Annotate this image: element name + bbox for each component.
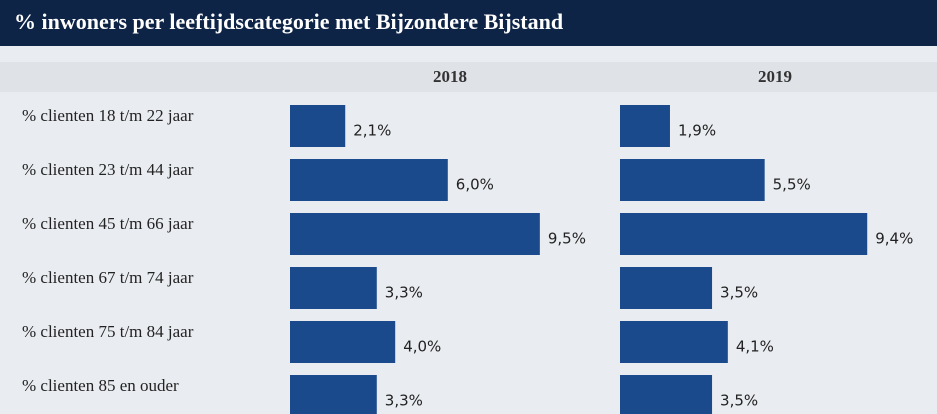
value-label: 9,4% [875,230,913,248]
value-label: 3,5% [720,284,758,302]
series-header: 2018 [433,67,467,86]
bar [290,159,448,201]
bar [620,159,765,201]
title-bar [0,0,937,46]
bar [290,321,396,363]
bar [620,267,713,309]
bar [290,213,540,255]
category-label: % clienten 18 t/m 22 jaar [22,106,194,125]
series-header: 2019 [758,67,792,86]
value-label: 6,0% [456,176,494,194]
bar [290,105,346,147]
bar [620,375,713,414]
value-label: 2,1% [353,122,391,140]
header-row [0,62,937,92]
category-label: % clienten 45 t/m 66 jaar [22,214,194,233]
chart-title: % inwoners per leeftijdscategorie met Bi… [14,9,563,34]
bar [620,105,670,147]
value-label: 4,0% [403,338,441,356]
value-label: 3,3% [385,284,423,302]
value-label: 5,5% [773,176,811,194]
value-label: 3,5% [720,392,758,410]
value-label: 4,1% [736,338,774,356]
bar [290,267,377,309]
category-label: % clienten 67 t/m 74 jaar [22,268,194,287]
bar [290,375,377,414]
category-label: % clienten 23 t/m 44 jaar [22,160,194,179]
value-label: 9,5% [548,230,586,248]
value-label: 1,9% [678,122,716,140]
category-label: % clienten 75 t/m 84 jaar [22,322,194,341]
category-label: % clienten 85 en ouder [22,376,179,395]
value-label: 3,3% [385,392,423,410]
bar [620,321,728,363]
bar [620,213,868,255]
